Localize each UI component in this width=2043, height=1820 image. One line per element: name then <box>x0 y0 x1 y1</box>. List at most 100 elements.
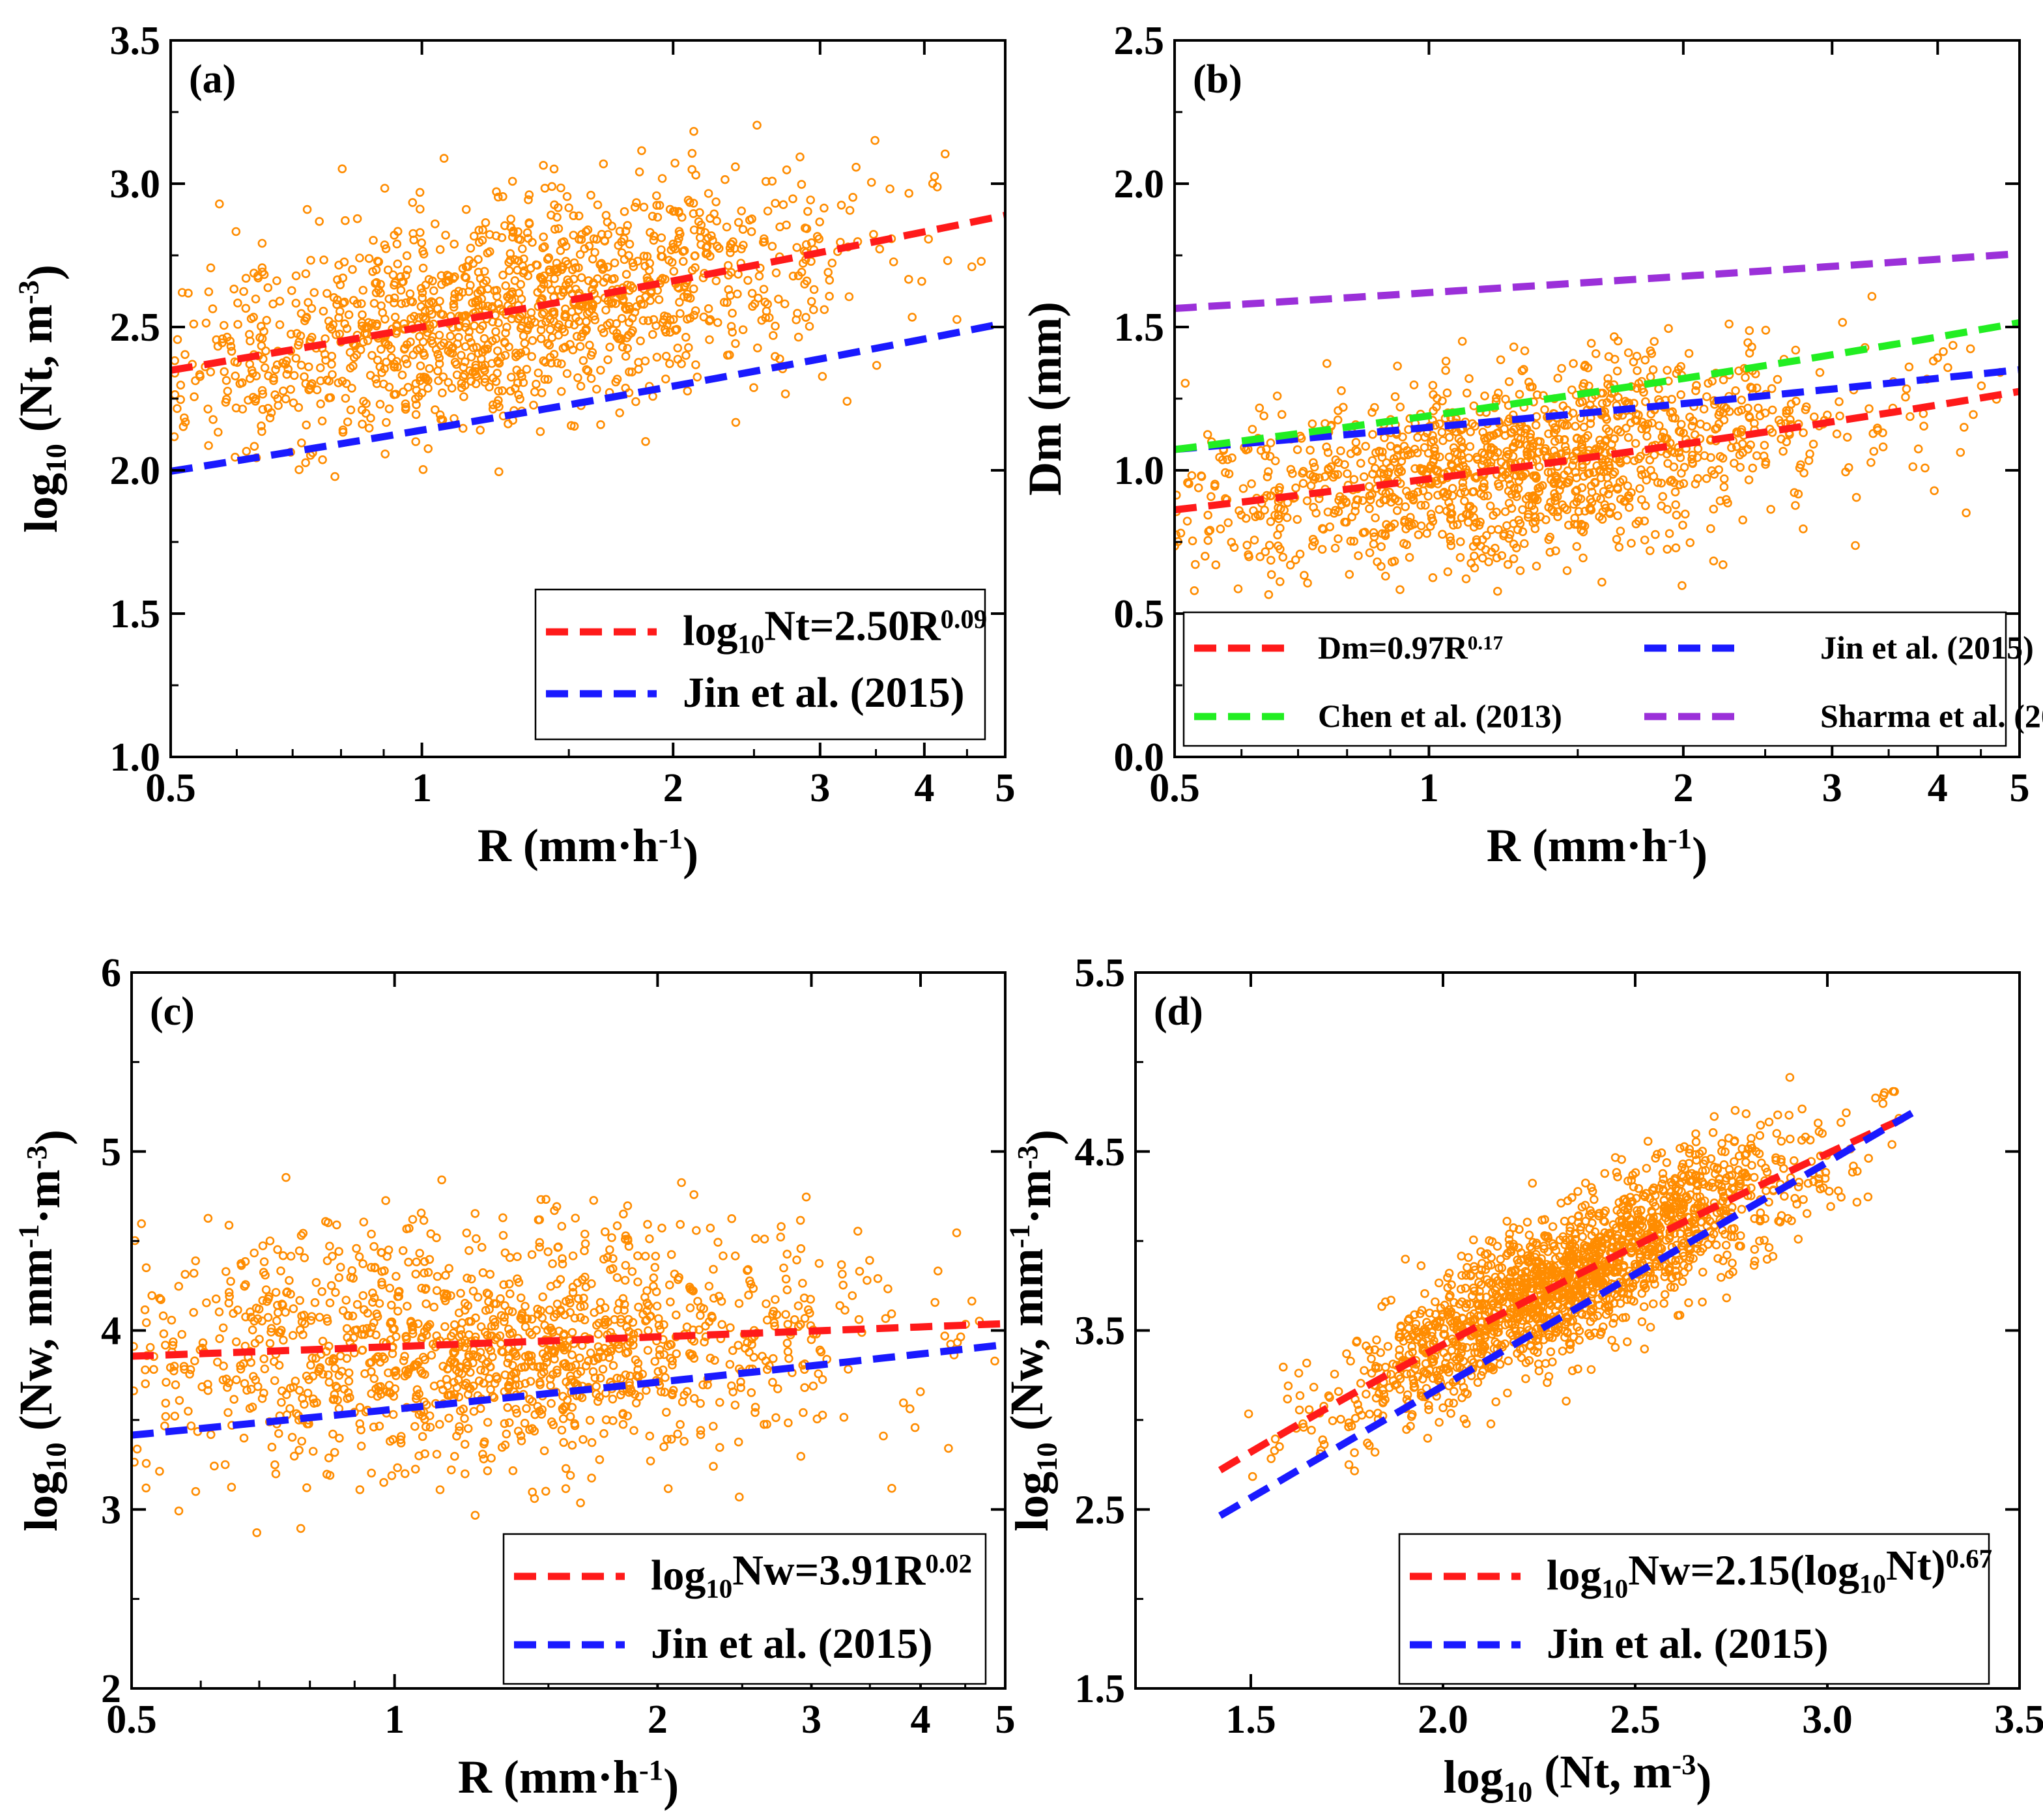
scatter-point <box>1216 524 1225 533</box>
scatter-point <box>651 191 661 201</box>
scatter-point <box>619 1209 628 1219</box>
scatter-point <box>1852 1197 1862 1207</box>
scatter-point <box>1741 373 1750 382</box>
line-jin <box>1175 366 2020 453</box>
scatter-point <box>271 1288 281 1297</box>
scatter-point <box>1492 553 1502 563</box>
scatter-point <box>690 251 700 261</box>
scatter-point <box>681 332 691 342</box>
scatter-point <box>383 265 393 275</box>
scatter-point <box>384 1368 393 1378</box>
scatter-point <box>1496 1255 1506 1264</box>
scatter-point <box>691 360 700 369</box>
scatter-point <box>796 1320 805 1329</box>
scatter-point <box>565 339 575 349</box>
scatter-point <box>649 231 659 241</box>
scatter-point <box>315 217 324 226</box>
scatter-point <box>1672 510 1681 520</box>
scatter-point <box>906 1404 915 1414</box>
scatter-point <box>378 1352 388 1361</box>
scatter-point <box>1548 1222 1558 1231</box>
x-axis-title-main: R (mm·h <box>458 1751 639 1803</box>
scatter-point <box>1616 526 1625 536</box>
scatter-point <box>405 1223 414 1233</box>
scatter-point <box>537 1370 547 1379</box>
scatter-point <box>1444 1305 1454 1315</box>
scatter-point <box>1577 483 1587 492</box>
scatter-point <box>752 121 762 130</box>
scatter-point <box>336 1262 345 1272</box>
scatter-point <box>1660 1290 1670 1300</box>
scatter-point <box>526 1376 536 1386</box>
scatter-point <box>505 1289 515 1298</box>
scatter-point <box>315 1313 324 1322</box>
scatter-point <box>487 336 497 346</box>
scatter-point <box>510 276 520 285</box>
scatter-point <box>1469 522 1479 532</box>
scatter-point <box>530 387 539 397</box>
scatter-point <box>1672 369 1681 378</box>
legend-label-jin-main: Jin et al. (2015) <box>651 1620 933 1668</box>
scatter-point <box>221 1374 231 1384</box>
scatter-point <box>1351 438 1361 447</box>
scatter-point <box>1552 492 1562 502</box>
scatter-point <box>1532 390 1542 399</box>
scatter-point <box>633 257 642 266</box>
scatter-point <box>1540 405 1549 414</box>
scatter-point <box>1190 586 1199 595</box>
scatter-point <box>276 1266 285 1275</box>
scatter-point <box>563 1343 572 1352</box>
scatter-point <box>717 1320 726 1329</box>
scatter-point <box>1274 514 1283 524</box>
scatter-point <box>208 415 218 424</box>
scatter-point <box>672 324 681 334</box>
scatter-point <box>517 1315 526 1324</box>
scatter-point <box>1306 446 1315 455</box>
scatter-point <box>872 361 881 370</box>
scatter-point <box>1901 392 1910 402</box>
scatter-point <box>494 467 504 477</box>
scatter-point <box>805 322 814 331</box>
scatter-point <box>1602 415 1612 424</box>
scatter-point <box>1334 1387 1343 1396</box>
scatter-point <box>611 299 620 308</box>
scatter-point <box>328 370 337 379</box>
scatter-point <box>1261 547 1270 556</box>
scatter-point <box>587 1473 596 1483</box>
scatter-point <box>141 1483 150 1493</box>
scatter-point <box>558 1259 567 1269</box>
legend-box <box>502 1533 987 1685</box>
scatter-point <box>567 1440 577 1450</box>
scatter-point <box>375 399 385 409</box>
scatter-point <box>1365 548 1375 558</box>
scatter-point <box>491 1299 501 1309</box>
scatter-point <box>272 1301 282 1310</box>
scatter-point <box>394 1292 404 1301</box>
scatter-point <box>479 266 489 276</box>
scatter-point <box>242 1386 251 1395</box>
scatter-point <box>488 400 498 410</box>
scatter-point <box>1785 1073 1795 1082</box>
scatter-point <box>463 1361 472 1370</box>
scatter-point <box>1534 436 1543 446</box>
scatter-point <box>1962 508 1971 518</box>
scatter-point <box>1256 446 1266 455</box>
scatter-point <box>418 337 428 347</box>
scatter-point <box>493 369 502 378</box>
scatter-point <box>643 1219 652 1229</box>
scatter-point <box>231 227 241 236</box>
scatter-point <box>1350 1466 1359 1475</box>
scatter-point <box>917 277 926 286</box>
scatter-point <box>1596 473 1606 483</box>
scatter-point <box>1651 530 1660 539</box>
scatter-point <box>266 1324 276 1333</box>
scatter-point <box>659 315 669 324</box>
scatter-point <box>1604 352 1614 362</box>
scatter-point <box>1632 351 1642 361</box>
scatter-point <box>1468 541 1478 551</box>
scatter-point <box>1478 483 1487 492</box>
scatter-point <box>421 1299 431 1309</box>
scatter-point <box>186 1421 196 1430</box>
scatter-point <box>589 280 599 289</box>
scatter-point <box>623 1411 633 1421</box>
